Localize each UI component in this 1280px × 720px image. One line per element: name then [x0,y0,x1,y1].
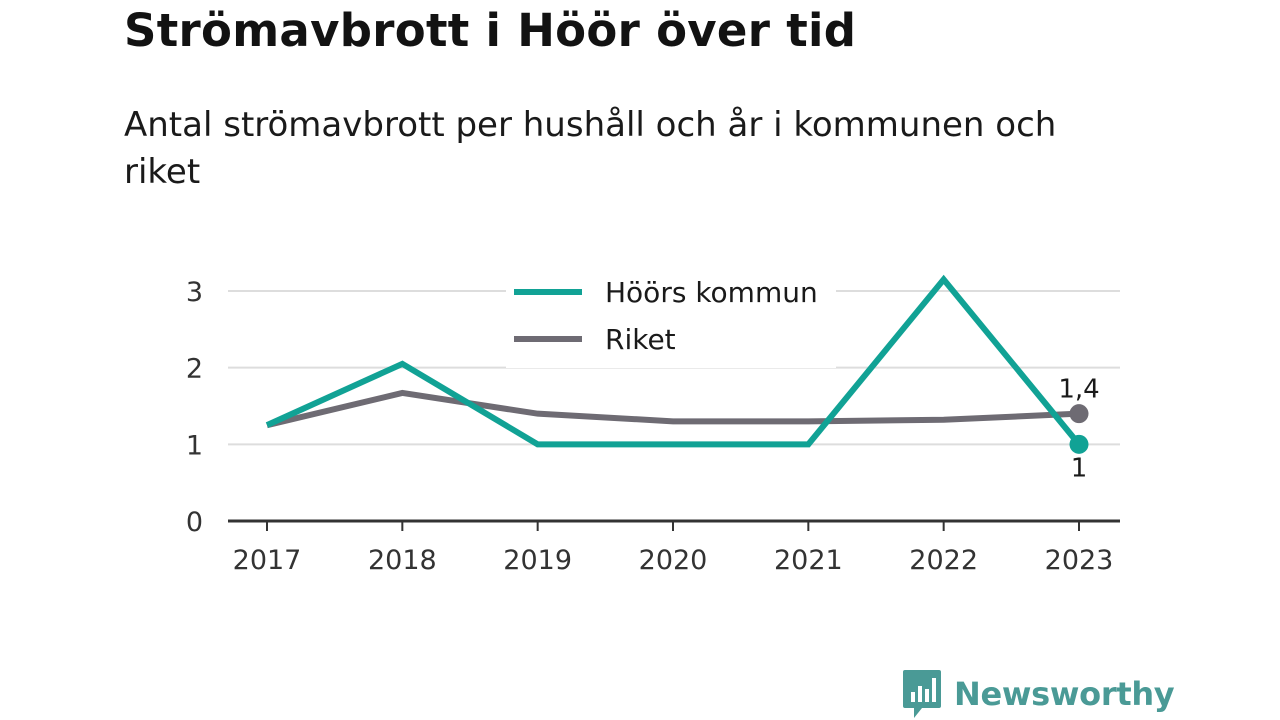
series-line-0 [265,274,1082,448]
end-point [1069,404,1089,424]
x-tick-label: 2017 [233,545,302,576]
chart-subtitle: Antal strömavbrott per hushåll och år i … [124,105,1057,192]
x-tick-label: 2019 [503,545,572,576]
x-tick-label: 2018 [368,545,437,576]
legend-label: Riket [605,323,676,356]
x-tick-label: 2022 [909,545,978,576]
y-tick-label: 0 [186,507,203,538]
x-tick-label: 2023 [1045,545,1114,576]
newsworthy-logo: Newsworthy [902,668,1175,720]
x-tick-label: 2020 [639,545,708,576]
y-tick-label: 3 [186,277,203,308]
logo-text: Newsworthy [954,675,1175,713]
x-tick-label: 2021 [774,545,843,576]
data-label: 1,4 [1058,375,1099,405]
y-tick-label: 2 [186,354,203,385]
series-line-1 [266,389,1080,429]
end-point [1069,434,1089,454]
chart-title: Strömavbrott i Höör över tid [124,4,857,57]
data-label: 1 [1071,453,1088,483]
y-tick-label: 1 [186,430,203,461]
chart-speech-bubble-icon [903,670,941,718]
legend-label: Höörs kommun [605,276,818,309]
line-chart: 0 1 2 3 2017 2018 2019 2020 2021 2022 2023 Höörs … [185,268,1120,576]
legend-background [506,268,836,368]
